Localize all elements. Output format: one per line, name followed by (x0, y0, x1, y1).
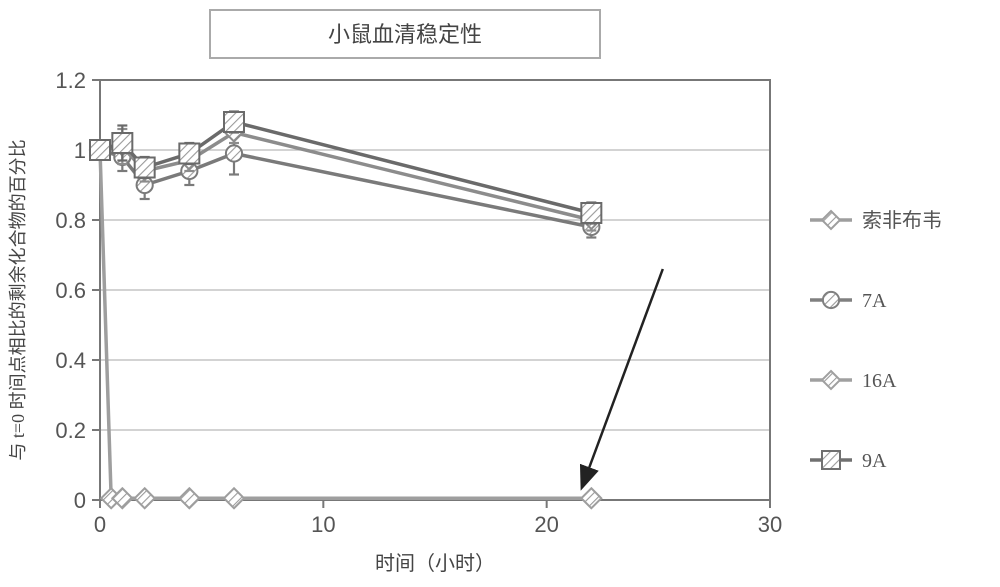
chart-root: { "title": "小鼠血清稳定性", "title_fontsize": … (0, 0, 1000, 587)
y-tick-label: 1 (74, 138, 86, 163)
x-axis-label: 时间（小时） (375, 552, 495, 575)
y-tick-label: 1.2 (55, 68, 86, 93)
legend-item: 7A (810, 290, 887, 312)
chart-svg: 小鼠血清稳定性 0 10 20 30 0 0.2 0.4 0.6 0.8 1 1.2 与 t=0 时… (0, 0, 1000, 587)
chart-title: 小鼠血清稳定性 (328, 22, 482, 47)
y-tick-label: 0.4 (55, 348, 86, 373)
chart-title-box: 小鼠血清稳定性 (210, 10, 600, 58)
legend-label: 16A (862, 370, 897, 392)
legend-label: 索非布韦 (862, 209, 942, 232)
y-tick-label: 0 (74, 488, 86, 513)
plot-area: 0 10 20 30 0 0.2 0.4 0.6 0.8 1 1.2 (55, 68, 782, 537)
y-tick-label: 0.2 (55, 418, 86, 443)
legend: 索非布韦 7A 16A 9A (810, 209, 942, 472)
legend-label: 7A (862, 290, 887, 312)
legend-label: 9A (862, 450, 887, 472)
x-tick-label: 0 (94, 512, 106, 537)
series-7A (92, 133, 600, 238)
y-axis-label: 与 t=0 时间点相比的剩余化合物的百分比 (8, 139, 28, 460)
legend-item: 9A (810, 450, 887, 472)
x-tick-label: 30 (758, 512, 782, 537)
x-tick-label: 20 (534, 512, 558, 537)
annotation-arrow (582, 269, 662, 486)
y-tick-label: 0.8 (55, 208, 86, 233)
legend-item: 16A (810, 370, 897, 392)
y-tick-label: 0.6 (55, 278, 86, 303)
legend-item: 索非布韦 (810, 209, 942, 232)
x-tick-label: 10 (311, 512, 335, 537)
